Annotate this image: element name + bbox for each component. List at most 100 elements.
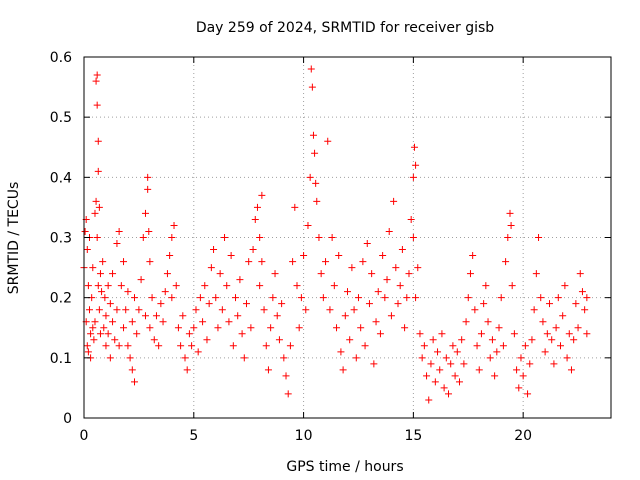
data-point — [359, 258, 367, 266]
data-point — [423, 372, 431, 380]
data-point — [401, 324, 409, 332]
data-point — [333, 324, 341, 332]
data-point — [416, 330, 424, 338]
data-point — [427, 360, 435, 368]
data-point — [247, 324, 255, 332]
data-point — [106, 300, 114, 308]
x-tick-label: 5 — [189, 428, 198, 444]
data-point — [477, 330, 485, 338]
data-point — [420, 342, 428, 350]
data-point — [506, 209, 514, 217]
data-point — [339, 366, 347, 374]
data-point — [128, 366, 136, 374]
data-point — [99, 258, 107, 266]
data-point — [260, 306, 268, 314]
data-point — [304, 221, 312, 229]
data-point — [122, 306, 130, 314]
data-point — [240, 354, 248, 362]
data-point — [251, 215, 259, 223]
data-point — [392, 264, 400, 272]
data-point — [131, 294, 139, 302]
data-point — [381, 294, 389, 302]
data-point — [559, 312, 567, 320]
data-point — [128, 318, 136, 326]
data-point — [223, 282, 231, 290]
data-point — [225, 318, 233, 326]
data-point — [495, 324, 503, 332]
data-point — [157, 300, 165, 308]
data-point — [383, 276, 391, 284]
data-point — [460, 360, 468, 368]
data-point — [232, 294, 240, 302]
data-point — [453, 348, 461, 356]
data-point — [502, 258, 510, 266]
data-point — [242, 300, 250, 308]
data-point — [115, 227, 123, 235]
data-point — [464, 294, 472, 302]
data-point — [93, 101, 101, 109]
data-point — [117, 282, 125, 290]
data-point — [508, 282, 516, 290]
data-point — [308, 83, 316, 91]
data-point — [403, 294, 411, 302]
axes: 0 5 10 15 20 0 0.1 0.2 0.3 0.4 0.5 0.6 — [50, 50, 612, 444]
data-point — [576, 270, 584, 278]
data-point — [262, 342, 270, 350]
data-point — [163, 270, 171, 278]
data-point — [94, 167, 102, 175]
data-point — [513, 366, 521, 374]
data-point — [95, 306, 103, 314]
data-point — [269, 294, 277, 302]
data-point — [368, 270, 376, 278]
data-point — [84, 282, 92, 290]
data-point — [150, 336, 158, 344]
data-point — [102, 342, 110, 350]
data-point — [203, 336, 211, 344]
data-point — [145, 227, 153, 235]
data-point — [352, 354, 360, 362]
data-point — [229, 342, 237, 350]
data-point — [168, 234, 176, 241]
data-point — [543, 330, 551, 338]
data-point — [567, 366, 575, 374]
data-point — [517, 354, 525, 362]
data-point — [504, 234, 512, 241]
data-point — [583, 330, 591, 338]
chart-title: Day 259 of 2024, SRMTID for receiver gis… — [196, 20, 494, 36]
data-point — [341, 312, 349, 320]
data-point — [346, 336, 354, 344]
data-point — [300, 252, 308, 260]
x-tick-label: 15 — [404, 428, 422, 444]
data-point — [258, 191, 266, 199]
data-point — [554, 294, 562, 302]
data-point — [280, 354, 288, 362]
data-point — [519, 372, 527, 380]
data-point — [188, 342, 196, 350]
data-point — [379, 252, 387, 260]
data-point — [104, 282, 112, 290]
data-point — [95, 203, 103, 211]
data-point — [451, 372, 459, 380]
data-point — [574, 324, 582, 332]
data-point — [394, 300, 402, 308]
data-point — [438, 330, 446, 338]
data-point — [148, 294, 156, 302]
data-point — [372, 318, 380, 326]
data-point — [387, 312, 395, 320]
data-point — [81, 227, 89, 235]
data-point — [526, 360, 534, 368]
data-point — [174, 324, 182, 332]
data-point — [412, 294, 420, 302]
data-point — [278, 300, 286, 308]
data-point — [317, 270, 325, 278]
data-point — [111, 336, 119, 344]
data-point — [181, 354, 189, 362]
data-point — [541, 348, 549, 356]
data-point — [216, 270, 224, 278]
data-point — [92, 77, 100, 85]
data-point — [131, 378, 139, 386]
data-point — [537, 294, 545, 302]
data-point — [256, 234, 264, 241]
data-point — [324, 137, 332, 145]
data-point — [137, 276, 145, 284]
